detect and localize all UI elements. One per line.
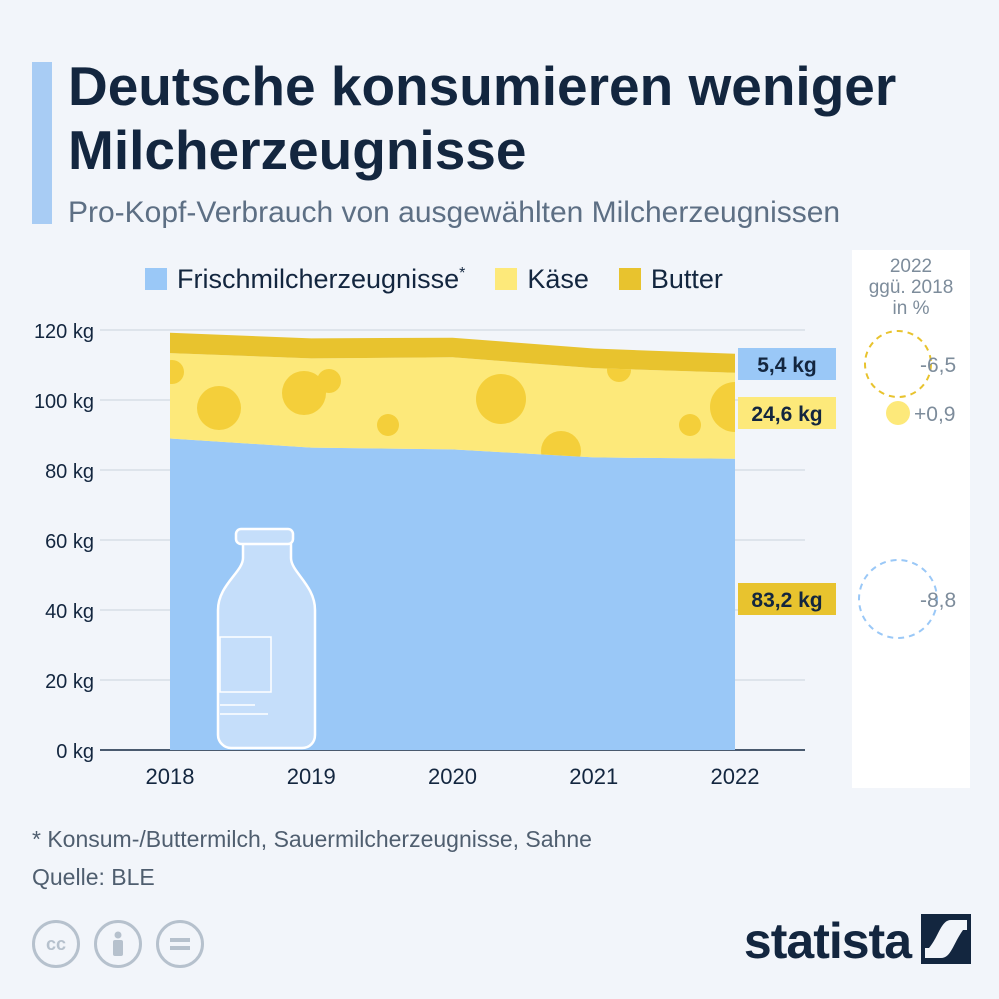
x-tick-label: 2019 [287,764,336,789]
change-circle-1 [886,401,910,425]
cheese-hole-icon [476,374,526,424]
end-label-box [738,397,836,429]
cheese-hole-icon [541,431,581,459]
legend-item-cheese: Käse [495,264,589,295]
cheese-hole-icon [197,386,241,430]
x-tick-label: 2020 [428,764,477,789]
change-circle-0 [864,330,932,398]
page-subtitle: Pro-Kopf-Verbrauch von ausgewählten Milc… [68,196,841,229]
change-panel-header-year: 2022 [889,256,933,277]
footnote: * Konsum-/Buttermilch, Sauermilcherzeugn… [32,826,592,852]
y-tick-label: 60 kg [45,531,94,553]
end-label-text: 5,4 kg [757,354,817,377]
legend-item-fresh: Frischmilcherzeugnisse* [145,264,465,295]
end-label-box [738,348,836,380]
title-accent-bar [32,62,52,224]
legend: Frischmilcherzeugnisse* Käse Butter [145,262,753,296]
legend-label-cheese: Käse [527,263,589,294]
source-note: Quelle: BLE [32,864,155,890]
license-icons: cc [32,920,218,968]
milk-bottle-icon [216,527,317,750]
cheese-hole-icon [317,369,341,393]
end-label-text: 83,2 kg [751,589,822,612]
legend-swatch-cheese [495,268,518,290]
legend-label-fresh: Frischmilcherzeugnisse [177,263,460,294]
area-series-2 [170,332,735,373]
statista-logo[interactable]: statista [744,912,971,970]
equals-icon[interactable] [156,920,204,968]
page-title: Deutsche konsumieren weniger Milcherzeug… [68,55,897,181]
change-value-1: +0,9 [914,403,955,426]
statista-wordmark: statista [743,913,912,969]
cheese-hole-icon [377,414,399,436]
x-tick-label: 2022 [711,764,760,789]
end-label-text: 24,6 kg [751,403,822,426]
x-tick-label: 2018 [146,764,195,789]
y-tick-label: 40 kg [45,601,94,623]
change-panel: 2022 ggü. 2018 in % [852,250,970,788]
legend-marker-fresh: * [459,264,466,282]
change-value-0: -6,5 [920,354,956,377]
legend-swatch-fresh [145,268,167,290]
legend-item-butter: Butter [618,263,723,295]
cheese-hole-icon [170,360,184,384]
legend-swatch-butter [618,268,641,290]
legend-label-butter: Butter [650,263,723,294]
y-tick-label: 80 kg [45,461,94,483]
statista-mark-icon [921,913,971,969]
change-panel-header-compare: ggü. 2018 [868,277,954,298]
change-panel-header: 2022 ggü. 2018 in % [852,256,970,319]
cheese-hole-icon [282,371,326,415]
x-tick-label: 2021 [569,764,618,789]
change-panel-header-unit: in % [892,298,930,319]
person-icon[interactable] [94,920,142,968]
cheese-hole-icon [679,414,701,436]
change-value-2: -8,8 [920,589,956,612]
change-circle-2 [858,559,938,639]
cheese-hole-icon [710,382,735,432]
cc-icon[interactable]: cc [32,920,80,968]
end-label-box [738,583,836,615]
y-tick-label: 120 kg [34,321,94,343]
y-tick-label: 0 kg [56,741,94,763]
y-tick-label: 100 kg [34,391,94,413]
y-tick-label: 20 kg [45,671,94,693]
